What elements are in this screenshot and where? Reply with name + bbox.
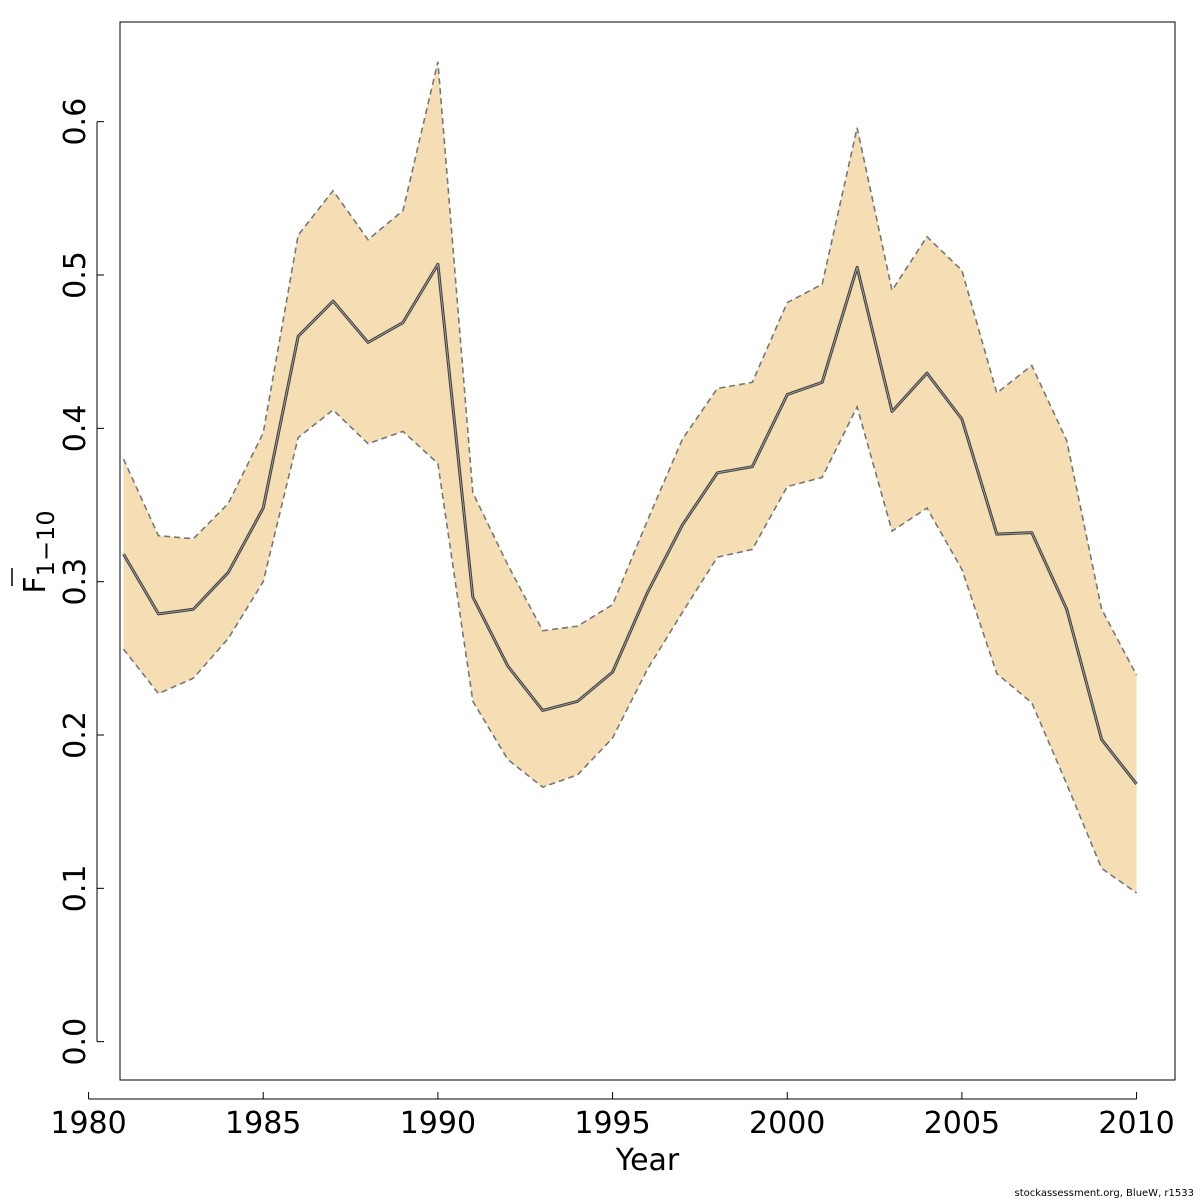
x-tick-label: 2000 [749,1106,825,1141]
plot-area [122,61,1138,894]
axes: 1980 1985 1990 1995 2000 2005 2010 0.0 0.1 0.2 0.3… [50,98,1174,1141]
y-axis-title: F1−10 [11,510,60,594]
y-tick-label: 0.4 [58,404,93,452]
y-tick-label: 0.2 [58,711,93,759]
confidence-band [123,61,1137,893]
x-tick-label: 1980 [50,1106,126,1141]
y-tick-label: 0.0 [58,1018,93,1066]
y-tick-label: 0.3 [58,558,93,606]
x-tick-label: 1990 [400,1106,476,1141]
credit-text: stockassessment.org, BlueW, r1533 [1014,1188,1194,1199]
y-tick-label: 0.1 [58,864,93,912]
x-tick-label: 2010 [1098,1106,1174,1141]
y-tick-label: 0.5 [58,251,93,299]
svg-text:F1−10: F1−10 [18,510,60,593]
x-tick-label: 1985 [225,1106,301,1141]
plot-frame [119,21,1176,1081]
y-tick-label: 0.6 [58,98,93,146]
y-axis-title-subscript: 1−10 [32,510,60,576]
upper-bound-line [122,61,1138,676]
estimate-line-highlight [123,263,1137,785]
x-tick-label: 2005 [924,1106,1000,1141]
x-tick-label: 1995 [574,1106,650,1141]
y-axis-title-main: F [18,576,53,593]
lower-bound-line [122,404,1138,894]
x-axis-title: Year [615,1143,680,1178]
